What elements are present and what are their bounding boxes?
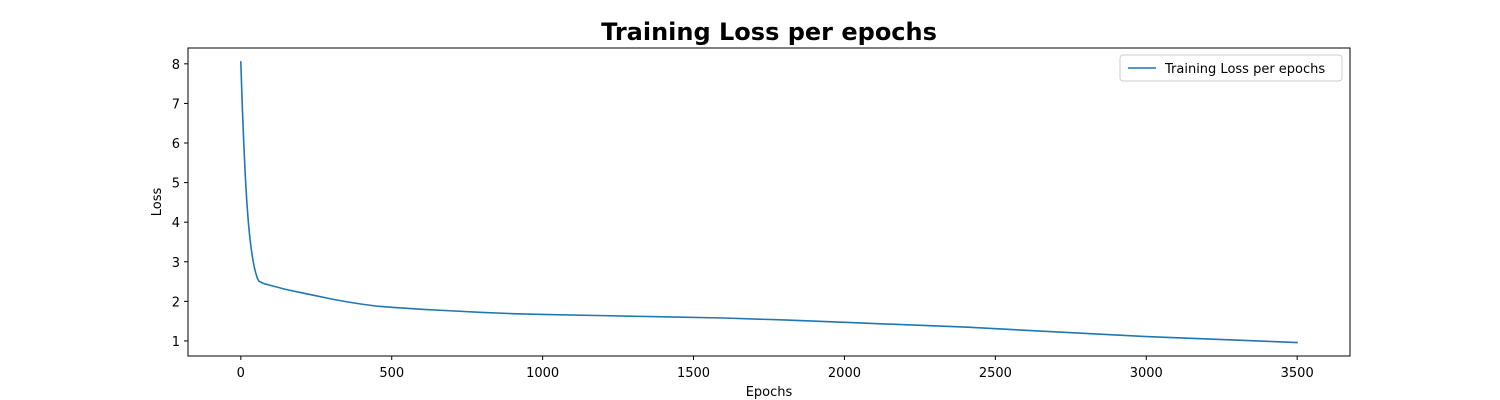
- y-tick-label: 8: [172, 58, 180, 73]
- y-axis-label: Loss: [150, 188, 165, 217]
- plot-frame: [187, 47, 1351, 357]
- y-tick-label: 6: [172, 137, 180, 152]
- x-tick-label: 500: [379, 366, 404, 381]
- y-tick-label: 5: [172, 177, 180, 192]
- y-tick-label: 4: [172, 216, 180, 231]
- chart-title: Training Loss per epochs: [601, 18, 937, 46]
- y-tick-label: 1: [172, 335, 180, 350]
- x-tick-label: 3500: [1281, 366, 1314, 381]
- series-line-0: [240, 61, 1298, 344]
- x-tick-label: 0: [237, 366, 245, 381]
- x-tick-label: 2000: [828, 366, 861, 381]
- axes: 0 500 1000 1500 2000 2500 3000 3500 1 2 3 4 5 6 7 8: [172, 47, 1351, 381]
- x-axis-label: Epochs: [746, 385, 793, 400]
- x-tick-label: 1000: [526, 366, 559, 381]
- y-tick-label: 2: [172, 295, 180, 310]
- plot-area: [240, 61, 1298, 344]
- y-tick-label: 7: [172, 97, 180, 112]
- legend-label-0: Training Loss per epochs: [1164, 62, 1325, 77]
- legend-box: [1119, 54, 1343, 82]
- y-tick-label: 3: [172, 256, 180, 271]
- x-tick-label: 1500: [677, 366, 710, 381]
- x-tick-label: 2500: [979, 366, 1012, 381]
- x-tick-label: 3000: [1130, 366, 1163, 381]
- legend: Training Loss per epochs: [1119, 54, 1343, 82]
